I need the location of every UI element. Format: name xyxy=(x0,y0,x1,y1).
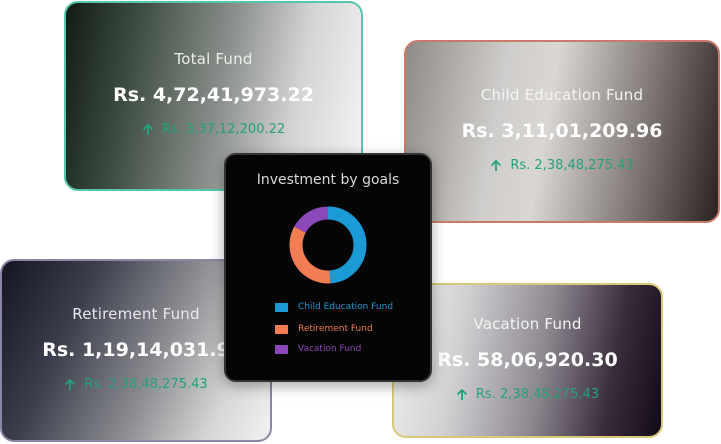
retirement-fund-change: Rs. 2,38,48,275.43 xyxy=(2,377,270,392)
total-fund-title: Total Fund xyxy=(174,50,253,68)
arrow-up-icon xyxy=(491,159,502,171)
legend-label-vacation: Vacation Fund xyxy=(298,344,362,354)
arrow-up-icon xyxy=(456,388,467,400)
vacation-fund-card: Vacation Fund Rs. 58,06,920.30 Rs. 2,38,… xyxy=(392,283,663,438)
donut-slice-vacation xyxy=(294,206,329,234)
arrow-up-icon xyxy=(142,123,153,135)
legend-label-child-education: Child Education Fund xyxy=(298,302,394,312)
vacation-fund-change: Rs. 2,38,48,275.43 xyxy=(394,387,661,402)
arrow-up-icon xyxy=(65,378,76,390)
retirement-fund-title: Retirement Fund xyxy=(72,305,200,323)
legend-swatch-retirement xyxy=(275,324,288,334)
child-education-fund-card: Child Education Fund Rs. 3,11,01,209.96 … xyxy=(404,40,720,223)
child-education-fund-change: Rs. 2,38,48,275.43 xyxy=(406,158,718,173)
donut-slice-retirement xyxy=(289,226,331,284)
legend-swatch-child-education xyxy=(275,302,288,312)
retirement-fund-amount: Rs. 1,19,14,031.9 xyxy=(42,339,230,361)
legend-item-child-education: Child Education Fund xyxy=(275,302,393,312)
legend-label-retirement: Retirement Fund xyxy=(298,324,373,334)
legend-item-vacation: Vacation Fund xyxy=(275,344,361,354)
chart-title: Investment by goals xyxy=(256,172,400,188)
donut-chart xyxy=(289,206,367,284)
total-fund-card: Total Fund Rs. 4,72,41,973.22 Rs. 3,37,1… xyxy=(64,1,363,191)
child-education-fund-title: Child Education Fund xyxy=(480,86,644,104)
total-fund-change-value: Rs. 3,37,12,200.22 xyxy=(161,122,286,137)
vacation-fund-amount: Rs. 58,06,920.30 xyxy=(437,349,618,371)
child-education-fund-amount: Rs. 3,11,01,209.96 xyxy=(461,120,663,142)
investment-by-goals-card: Investment by goals Child Education Fund… xyxy=(224,153,432,382)
vacation-fund-change-value: Rs. 2,38,48,275.43 xyxy=(475,387,600,402)
retirement-fund-change-value: Rs. 2,38,48,275.43 xyxy=(84,377,208,392)
legend-swatch-vacation xyxy=(275,344,288,354)
legend-item-retirement: Retirement Fund xyxy=(275,324,373,334)
total-fund-change: Rs. 3,37,12,200.22 xyxy=(66,122,361,137)
vacation-fund-title: Vacation Fund xyxy=(473,315,582,333)
child-education-fund-change-value: Rs. 2,38,48,275.43 xyxy=(510,158,634,173)
total-fund-amount: Rs. 4,72,41,973.22 xyxy=(113,84,314,106)
donut-slice-child-education xyxy=(327,206,367,284)
